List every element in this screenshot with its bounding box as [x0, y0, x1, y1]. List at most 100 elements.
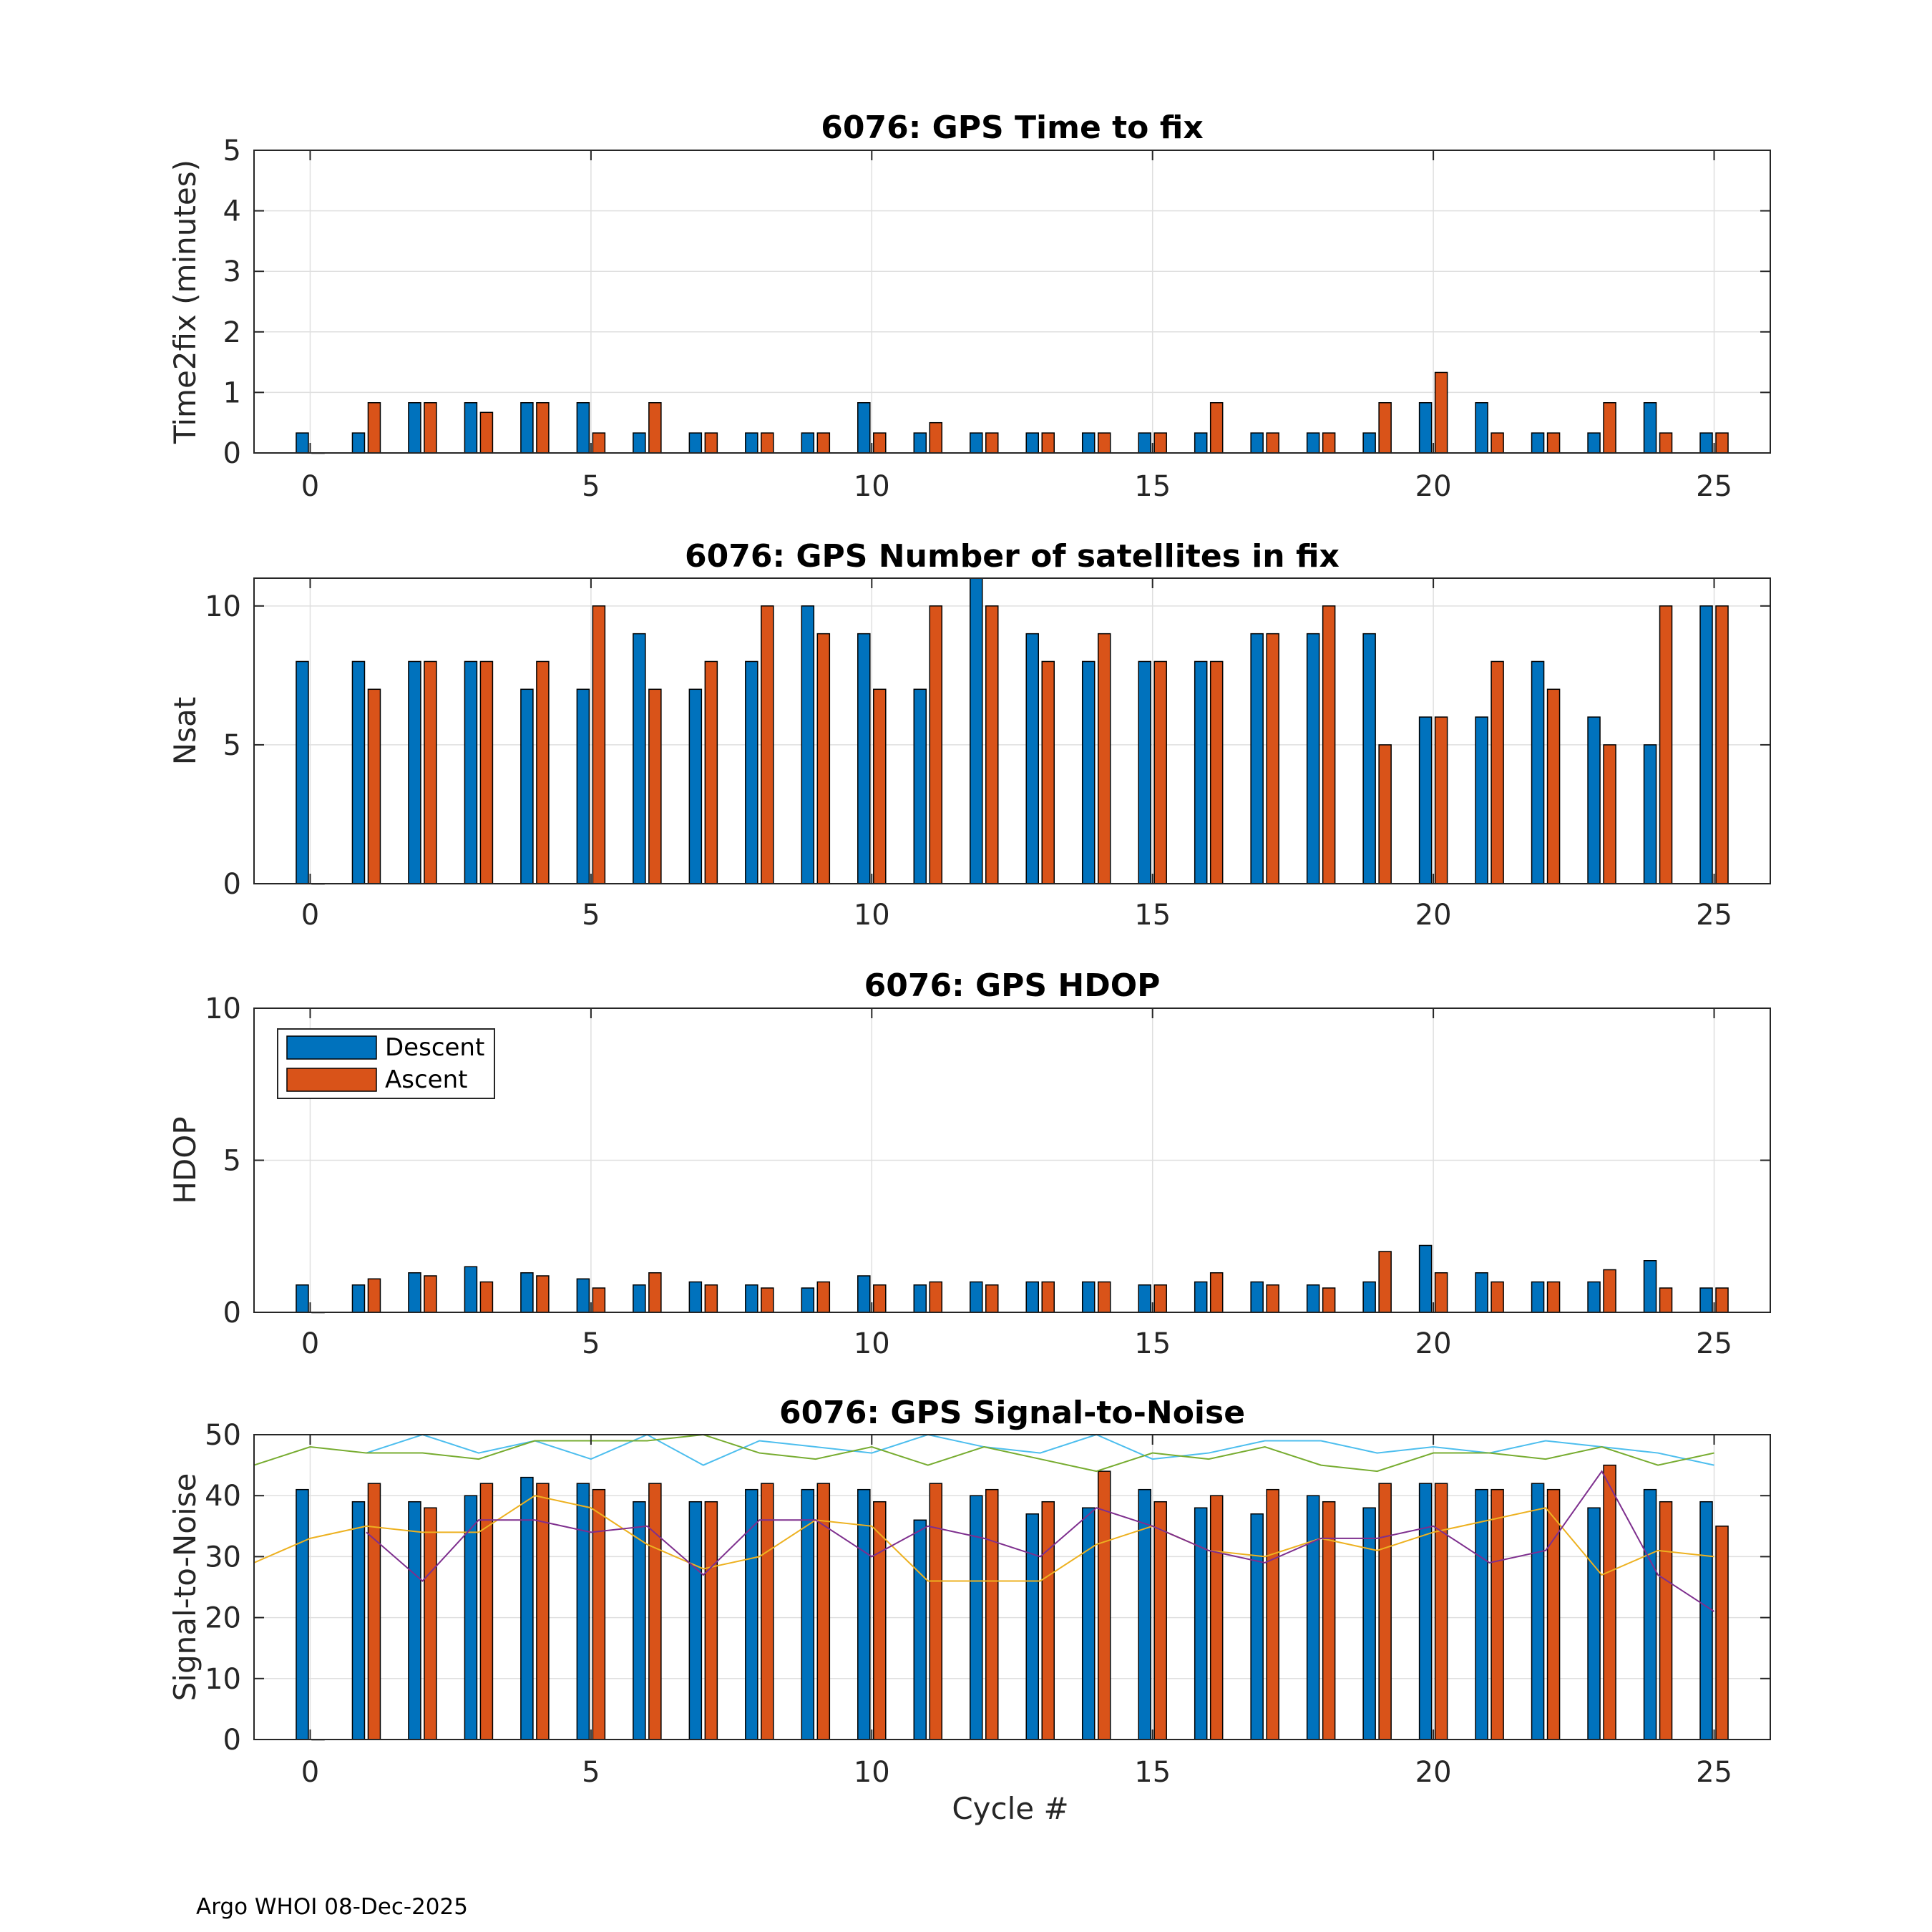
- descent-bar-cycle-3: [464, 660, 478, 884]
- ascent-bar-cycle-1: [367, 402, 381, 454]
- ascent-bar-cycle-1: [367, 688, 381, 884]
- ascent-bar-cycle-5: [592, 432, 606, 454]
- descent-bar-cycle-16: [1194, 1507, 1208, 1740]
- descent-bar-cycle-6: [633, 432, 646, 454]
- x-tick-label: 15: [1134, 899, 1171, 932]
- ascent-bar-cycle-9: [816, 633, 831, 884]
- ascent-bar-cycle-6: [648, 1483, 662, 1740]
- descent-bar-cycle-21: [1475, 1488, 1488, 1740]
- descent-bar-cycle-1: [351, 432, 366, 454]
- ascent-bar-cycle-9: [816, 432, 831, 454]
- chart-panel-2: 0 5 10 15 20 25 0 5 10 6076: GPS Number of satell…: [167, 538, 1771, 932]
- legend-swatch-descent: [286, 1035, 377, 1060]
- descent-bar-cycle-11: [913, 688, 927, 884]
- descent-bar-cycle-17: [1250, 1513, 1264, 1740]
- footer-text: Argo WHOI 08-Dec-2025: [196, 1894, 468, 1920]
- x-tick-label: 0: [301, 470, 319, 503]
- chart-panel-1: 0 5 10 15 20 25 0 1 2 3 4 5 6076: GPS Time to fix Tim…: [167, 109, 1771, 503]
- ascent-bar-cycle-16: [1209, 402, 1224, 454]
- descent-bar-cycle-20: [1418, 1244, 1433, 1313]
- legend-label-descent: Descent: [385, 1033, 484, 1062]
- descent-bar-cycle-0: [296, 1284, 309, 1313]
- axes-box: [253, 1434, 1771, 1740]
- ascent-bar-cycle-20: [1434, 1483, 1448, 1740]
- descent-bar-cycle-8: [745, 432, 758, 454]
- ascent-bar-cycle-10: [873, 1284, 887, 1313]
- descent-bar-cycle-13: [1025, 633, 1039, 884]
- descent-bar-cycle-13: [1025, 1281, 1039, 1313]
- ascent-bar-cycle-12: [985, 1284, 999, 1313]
- descent-bar-cycle-2: [408, 1501, 421, 1740]
- ascent-bar-cycle-5: [592, 1488, 606, 1740]
- descent-bar-cycle-10: [857, 1488, 871, 1740]
- ascent-bar-cycle-20: [1434, 1272, 1448, 1313]
- descent-bar-cycle-22: [1531, 1483, 1545, 1740]
- legend: Descent Ascent: [277, 1028, 495, 1099]
- ascent-bar-cycle-23: [1603, 402, 1616, 454]
- ascent-bar-cycle-15: [1153, 660, 1167, 884]
- y-tick-label: 0: [223, 868, 241, 901]
- chart-title: 6076: GPS Signal-to-Noise: [779, 1395, 1245, 1431]
- descent-bar-cycle-9: [801, 1488, 815, 1740]
- descent-bar-cycle-3: [464, 1266, 478, 1313]
- ascent-bar-cycle-17: [1266, 1488, 1279, 1740]
- ascent-bar-cycle-25: [1715, 1526, 1729, 1740]
- descent-bar-cycle-5: [576, 688, 590, 884]
- ascent-bar-cycle-24: [1659, 1501, 1673, 1740]
- y-tick-label: 1: [223, 376, 241, 409]
- descent-bar-cycle-6: [633, 1501, 646, 1740]
- x-tick-label: 20: [1415, 470, 1452, 503]
- y-axis-label: Signal-to-Noise: [167, 1473, 203, 1702]
- x-tick-label: 15: [1134, 1756, 1171, 1789]
- ascent-bar-cycle-13: [1041, 432, 1055, 454]
- descent-bar-cycle-6: [633, 1284, 646, 1313]
- x-tick-label: 10: [854, 470, 890, 503]
- y-tick-label: 5: [223, 1145, 241, 1178]
- descent-bar-cycle-16: [1194, 1281, 1208, 1313]
- ascent-bar-cycle-19: [1378, 1483, 1392, 1740]
- ascent-bar-cycle-19: [1378, 1251, 1392, 1313]
- x-tick-label: 20: [1415, 1756, 1452, 1789]
- ascent-bar-cycle-12: [985, 605, 999, 884]
- descent-bar-cycle-23: [1587, 1281, 1601, 1313]
- descent-bar-cycle-20: [1418, 1483, 1433, 1740]
- x-tick-label: 5: [582, 1327, 600, 1360]
- ascent-bar-cycle-20: [1434, 716, 1448, 884]
- descent-bar-cycle-24: [1643, 1260, 1657, 1313]
- ascent-bar-cycle-18: [1322, 605, 1336, 884]
- ascent-bar-cycle-21: [1491, 660, 1504, 884]
- descent-bar-cycle-17: [1250, 633, 1264, 884]
- ascent-bar-cycle-23: [1603, 1269, 1616, 1313]
- descent-bar-cycle-12: [970, 577, 983, 884]
- ascent-bar-cycle-7: [704, 432, 718, 454]
- descent-bar-cycle-19: [1362, 432, 1376, 454]
- descent-bar-cycle-20: [1418, 402, 1433, 454]
- x-tick-label: 0: [301, 1327, 319, 1360]
- descent-bar-cycle-15: [1138, 660, 1151, 884]
- ascent-bar-cycle-7: [704, 1284, 718, 1313]
- descent-bar-cycle-14: [1081, 660, 1096, 884]
- ascent-bar-cycle-11: [929, 605, 943, 884]
- y-tick-label: 0: [223, 1297, 241, 1330]
- ascent-bar-cycle-18: [1322, 1287, 1336, 1313]
- y-tick-label: 50: [205, 1419, 241, 1452]
- snr-line-2: [253, 1433, 1714, 1473]
- y-tick-label: 5: [223, 135, 241, 167]
- descent-bar-cycle-12: [970, 432, 983, 454]
- snr-line-4: [366, 1470, 1715, 1612]
- ascent-bar-cycle-13: [1041, 1501, 1055, 1740]
- legend-label-ascent: Ascent: [385, 1065, 467, 1094]
- chart-panel-4: 0 5 10 15 20 25 0 10 20 30 40 50 6076: GPS Signal-to…: [167, 1395, 1771, 1789]
- descent-bar-cycle-21: [1475, 716, 1488, 884]
- chart-title: 6076: GPS Time to fix: [821, 109, 1203, 146]
- ascent-bar-cycle-6: [648, 688, 662, 884]
- descent-bar-cycle-5: [576, 1483, 590, 1740]
- axes-box: [253, 577, 1771, 884]
- descent-bar-cycle-2: [408, 660, 421, 884]
- descent-bar-cycle-18: [1306, 432, 1320, 454]
- descent-bar-cycle-0: [296, 660, 309, 884]
- ascent-bar-cycle-21: [1491, 1488, 1504, 1740]
- descent-bar-cycle-24: [1643, 1488, 1657, 1740]
- ascent-bar-cycle-18: [1322, 432, 1336, 454]
- descent-bar-cycle-4: [520, 402, 534, 454]
